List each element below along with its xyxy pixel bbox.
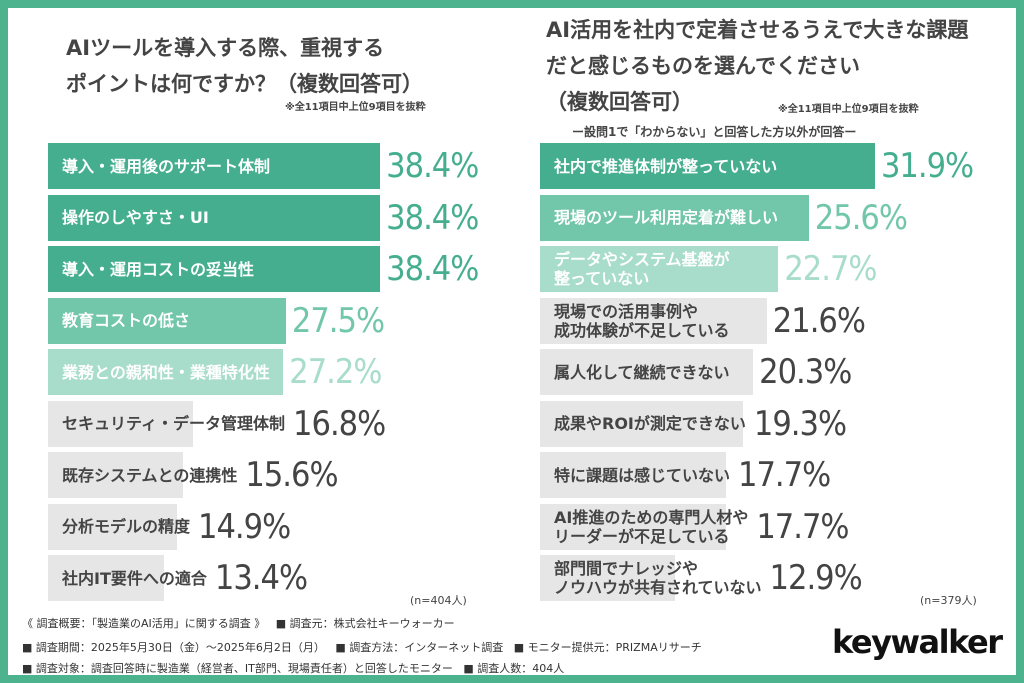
survey-source: ■ 調査元：株式会社キーウォーカー [275, 617, 455, 630]
bar [540, 246, 779, 292]
value-label: 22.7% [784, 249, 877, 289]
value-label: 27.5% [291, 300, 385, 341]
value-label: 19.3% [753, 403, 847, 444]
bar [48, 452, 183, 498]
bar-label: データやシステム基盤が 整っていない [554, 250, 730, 288]
bar [48, 297, 286, 344]
bar-label: AI推進のための専門人材や リーダーが不足している [554, 507, 749, 546]
footer-line-2: ■ 調査期間：2025年5月30日（金）～2025年6月2日（月） ■ 調査方法… [22, 639, 702, 655]
bar [48, 143, 381, 189]
bar [48, 555, 164, 601]
value-label: 15.6% [245, 455, 338, 495]
bar [540, 143, 875, 189]
bar [540, 349, 754, 395]
value-label: 12.9% [769, 558, 863, 598]
survey-method: ■ 調査方法：インターネット調査 [335, 641, 504, 654]
bar [540, 503, 726, 550]
monitor-provider: ■ モニター提供元：PRIZMAリサーチ [513, 641, 702, 654]
bar [540, 555, 676, 601]
right-chart-subtitle: ー設問1で「わからない」と回答した方以外が回答ー [572, 125, 857, 139]
footer-line-1: 《 調査概要：「製造業のAI活用」に関する調査 》 ■ 調査元：株式会社キーウォ… [22, 615, 455, 631]
bar [48, 400, 194, 447]
value-label: 13.4% [214, 558, 308, 598]
bar [48, 503, 177, 550]
bar [540, 194, 809, 241]
bar-label: 業務との親和性・業種特化性 [62, 362, 270, 382]
value-label: 38.4% [386, 146, 479, 186]
bar-label: 社内で推進体制が整っていない [554, 156, 778, 176]
value-label: 17.7% [756, 506, 849, 547]
bar [540, 400, 743, 447]
left-sample-size: (n=404人) [410, 594, 467, 607]
right-chart-note: ※全11項目中上位9項目を抜粋 [778, 104, 919, 115]
keywalker-logo: keywalker [832, 623, 1003, 661]
bar-label: セキュリティ・データ管理体制 [62, 414, 286, 433]
right-sample-size: (n=379人) [920, 594, 977, 607]
right-chart-title: AI活用を社内で定着させるうえで大きな課題 だと感じるものを選んでください （複… [546, 18, 969, 114]
value-label: 20.3% [759, 352, 852, 392]
bar-label: 部門間でナレッジや ノウハウが共有されていない [554, 559, 762, 597]
bar-label: 既存システムとの連携性 [62, 465, 238, 485]
value-label: 31.9% [880, 146, 974, 186]
bar [48, 194, 381, 241]
left-chart-note: ※全11項目中上位9項目を抜粋 [285, 102, 426, 113]
value-label: 38.4% [386, 197, 479, 238]
bar-label: 社内IT要件への適合 [62, 568, 207, 588]
survey-target: ■ 調査対象：調査回答時に製造業（経営者、IT部門、現場責任者）と回答したモニタ… [22, 662, 453, 675]
bar-label: 導入・運用コストの妥当性 [62, 259, 255, 279]
bar [48, 349, 284, 395]
bar [540, 452, 726, 498]
bar-label: 成果やROIが測定できない [554, 414, 746, 433]
bar-label: 分析モデルの精度 [62, 517, 191, 536]
value-label: 21.6% [772, 300, 866, 341]
survey-period: ■ 調査期間：2025年5月30日（金）～2025年6月2日（月） [22, 641, 325, 654]
survey-count: ■ 調査人数：404人 [463, 662, 565, 675]
value-label: 17.7% [738, 455, 831, 495]
bar-label: 属人化して継続できない [554, 362, 730, 382]
bar-label: 操作のしやすさ・UI [62, 208, 209, 227]
left-chart-title: AIツールを導入する際、重視する ポイントは何ですか？（複数回答可） [66, 36, 423, 96]
footer-line-3: ■ 調査対象：調査回答時に製造業（経営者、IT部門、現場責任者）と回答したモニタ… [22, 660, 564, 676]
bar-label: 導入・運用後のサポート体制 [62, 156, 271, 176]
value-label: 16.8% [293, 403, 386, 444]
value-label: 27.2% [289, 352, 382, 392]
bar-label: 現場のツール利用定着が難しい [554, 208, 779, 227]
bar-label: 特に課題は感じていない [554, 465, 731, 485]
survey-overview: 《 調査概要：「製造業のAI活用」に関する調査 》 [22, 617, 266, 630]
bar-label: 教育コストの低さ [62, 311, 191, 330]
value-label: 38.4% [386, 249, 479, 289]
value-label: 25.6% [814, 197, 908, 238]
bar-label: 現場での活用事例や 成功体験が不足している [554, 301, 730, 340]
bar [48, 246, 381, 292]
bar [540, 297, 767, 344]
value-label: 14.9% [198, 506, 291, 547]
